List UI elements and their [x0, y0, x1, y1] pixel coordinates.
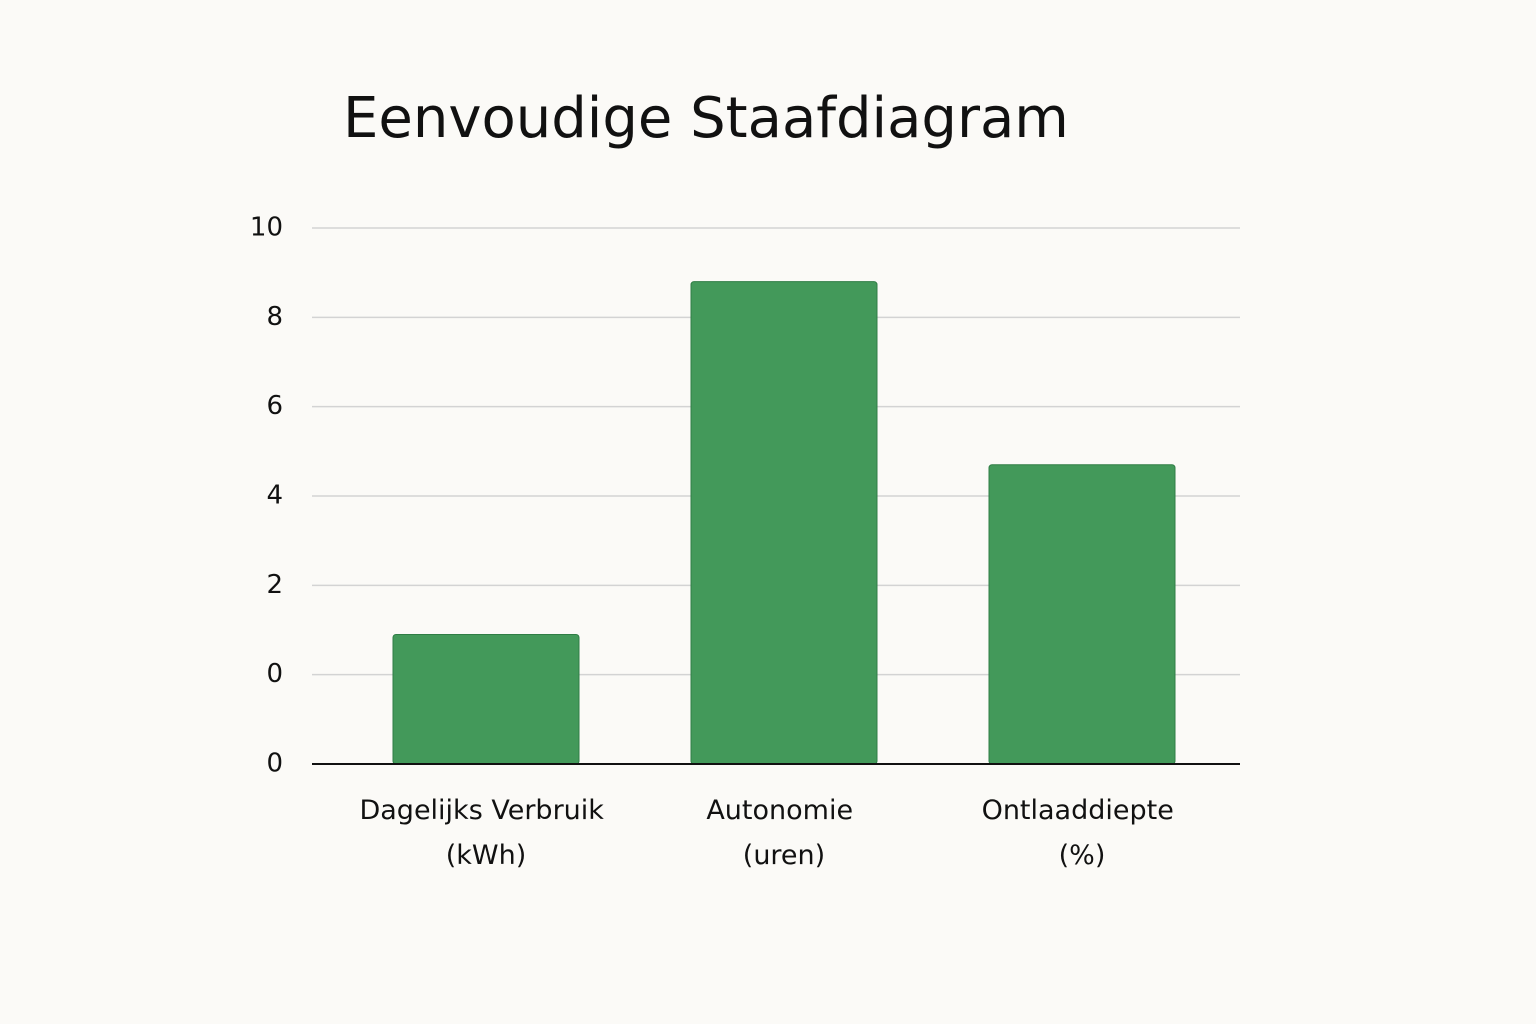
x-tick-label: Ontlaaddiepte (%) — [982, 795, 1183, 871]
chart-title: Eenvoudige Staafdiagram — [343, 86, 1069, 151]
bar — [988, 464, 1176, 765]
bar — [392, 633, 580, 765]
y-tick-label: 10 — [250, 213, 283, 243]
x-tick-label-line: Ontlaaddiepte — [982, 795, 1183, 826]
x-tick-label-line: Autonomie — [706, 795, 861, 826]
x-tick-label-line: (kWh) — [446, 840, 527, 871]
y-tick-label: 2 — [266, 570, 283, 600]
y-tick-label: 8 — [266, 302, 283, 332]
x-tick-label-line: (uren) — [743, 840, 825, 871]
y-tick-label: 0 — [266, 749, 283, 779]
x-tick-label-line: (%) — [1059, 840, 1106, 871]
x-tick-label: Autonomie (uren) — [706, 795, 861, 871]
x-tick-label: Dagelijks Verbruik (kWh) — [359, 795, 612, 871]
y-tick-label: 0 — [266, 659, 283, 689]
y-tick-label: 4 — [266, 481, 283, 511]
bar — [690, 281, 878, 765]
x-tick-label-line: Dagelijks Verbruik — [359, 795, 612, 826]
y-tick-label: 6 — [266, 391, 283, 421]
